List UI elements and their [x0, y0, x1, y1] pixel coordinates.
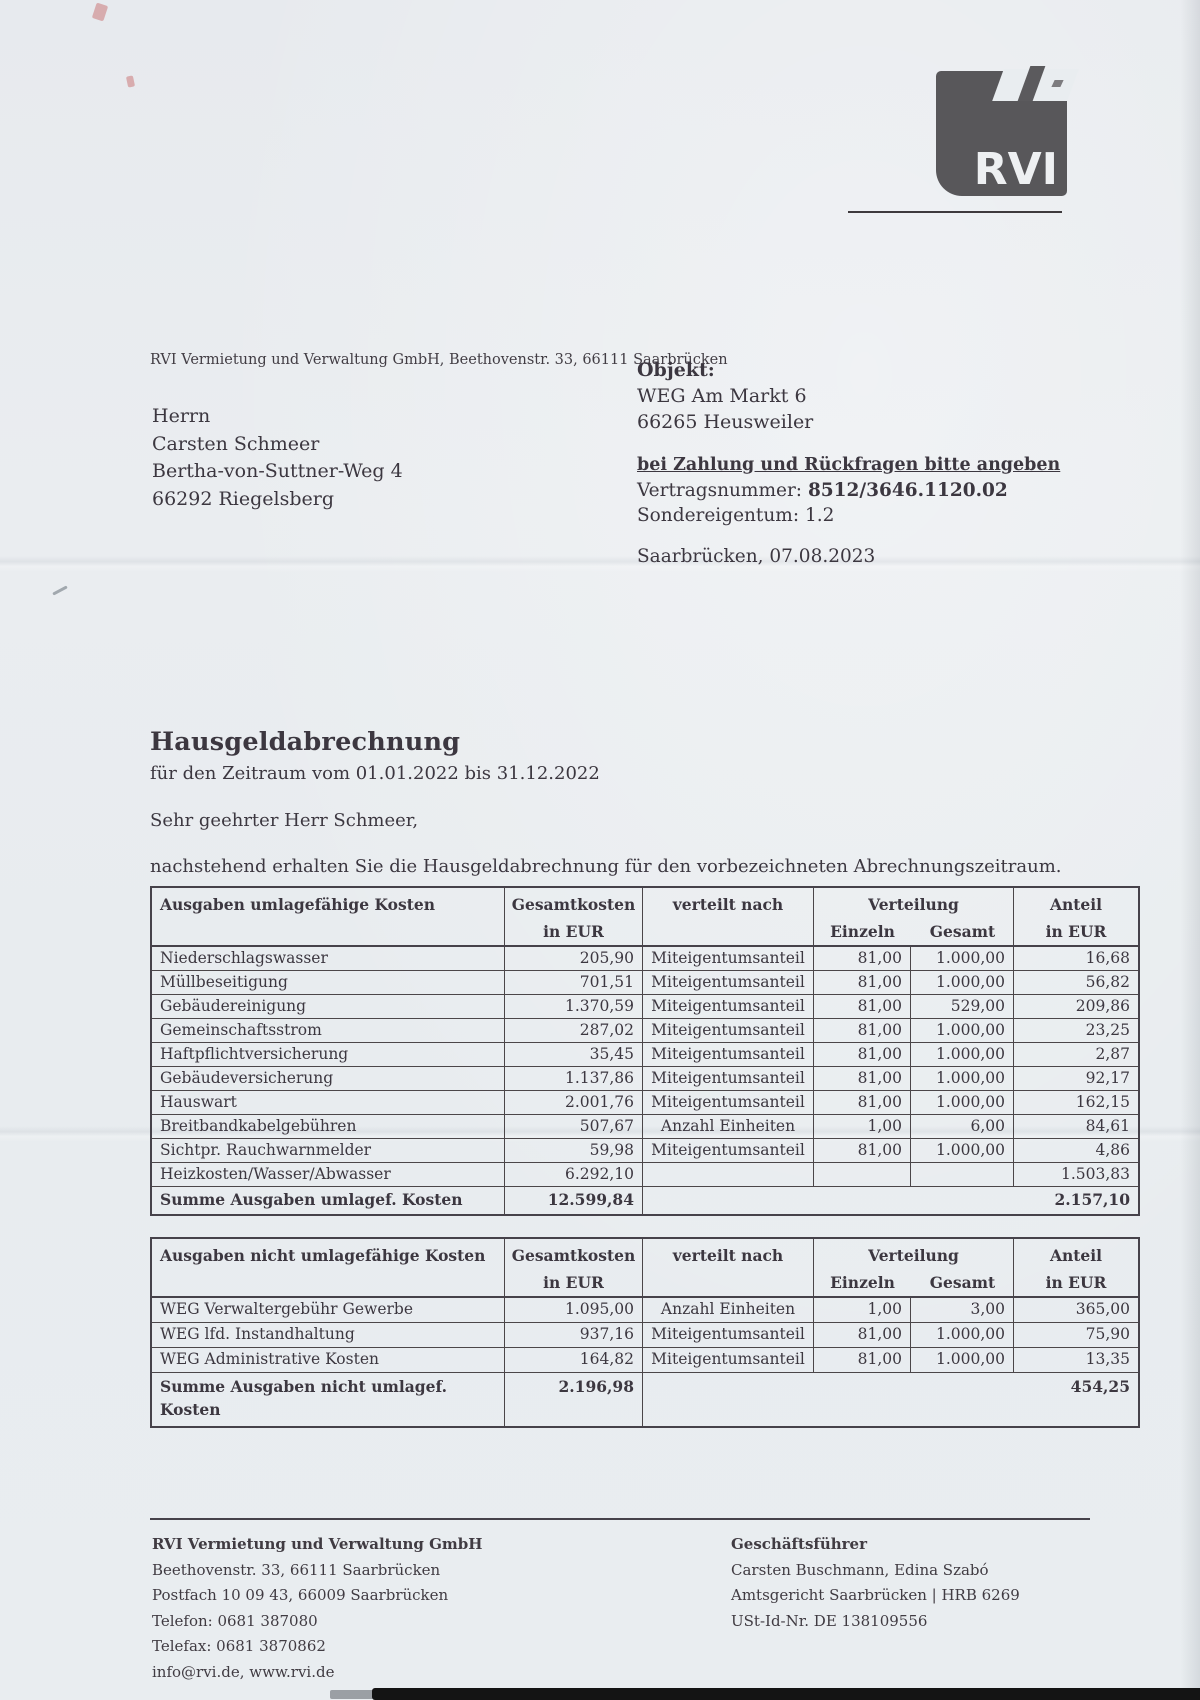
ownership-line: Sondereigentum: 1.2: [637, 503, 1060, 528]
recipient-salutation: Herrn: [152, 405, 211, 427]
place-date-line: Saarbrücken, 07.08.2023: [637, 546, 876, 567]
letterhead-rule: [848, 211, 1062, 213]
table-row: Niederschlagswasser 205,90 Miteigentumsant…: [152, 947, 1138, 971]
red-pen-mark: [91, 2, 109, 22]
header-cost-type: Ausgaben nicht umlagefähige Kosten: [152, 1239, 505, 1296]
header-distribution: Verteilung Einzeln Gesamt: [814, 888, 1014, 945]
document-subtitle: für den Zeitraum vom 01.01.2022 bis 31.1…: [150, 763, 600, 784]
footer-management-block: Geschäftsführer Carsten Buschmann, Edina…: [731, 1532, 1020, 1634]
logo-wordmark: RVI: [973, 144, 1058, 195]
table-row: Gebäudeversicherung 1.137,86 Miteigentumsa…: [152, 1067, 1138, 1091]
scan-edge-stub: [330, 1690, 374, 1699]
object-label: Objekt:: [637, 359, 715, 381]
object-block: Objekt: WEG Am Markt 6 66265 Heusweiler …: [637, 357, 1060, 570]
header-total: Gesamtkosten in EUR: [505, 888, 643, 945]
recipient-street: Bertha-von-Suttner-Weg 4: [152, 460, 403, 482]
table-row: Gemeinschaftsstrom 287,02 Miteigentumsante…: [152, 1019, 1138, 1043]
recipient-city: 66292 Riegelsberg: [152, 487, 334, 510]
sum-row: Summe Ausgaben nicht umlagef. Kosten 2.1…: [152, 1373, 1138, 1426]
header-cost-type: Ausgaben umlagefähige Kosten: [152, 888, 505, 945]
header-single: Einzeln: [830, 1273, 895, 1292]
table-row: WEG Verwaltergebühr Gewerbe 1.095,00 Anzah…: [152, 1298, 1138, 1323]
footer-management-title: Geschäftsführer: [731, 1535, 867, 1553]
scan-edge-bar: [372, 1688, 1200, 1700]
table-row: Hauswart 2.001,76 Miteigentumsanteil 81,00 1…: [152, 1091, 1138, 1115]
ownership-number: 1.2: [804, 505, 835, 526]
header-overall: Gesamt: [929, 922, 996, 941]
table-row: WEG lfd. Instandhaltung 937,16 Miteigentum…: [152, 1323, 1138, 1348]
table-row: WEG Administrative Kosten 164,82 Miteigent…: [152, 1348, 1138, 1373]
header-total: Gesamtkosten in EUR: [505, 1239, 643, 1296]
header-distributed-by: verteilt nach: [643, 1239, 814, 1296]
contract-number: 8512/3646.1120.02: [807, 480, 1008, 501]
contract-label: Vertragsnummer:: [637, 480, 803, 501]
footer-rule: [150, 1518, 1090, 1520]
sender-line: RVI Vermietung und Verwaltung GmbH, Beet…: [150, 352, 728, 368]
footer-management-line: Amtsgericht Saarbrücken | HRB 6269: [731, 1586, 1020, 1604]
footer-company-name: RVI Vermietung und Verwaltung GmbH: [152, 1535, 483, 1553]
recipient-name: Carsten Schmeer: [152, 432, 320, 455]
recipient-address: Herrn Carsten Schmeer Bertha-von-Suttner…: [152, 403, 403, 513]
paper-fold-crease: [0, 556, 1200, 572]
header-single: Einzeln: [830, 922, 895, 941]
rvi-logo: RVI: [936, 66, 1079, 196]
header-share: Anteil in EUR: [1045, 895, 1107, 941]
footer-company-line: Beethovenstr. 33, 66111 Saarbrücken: [152, 1560, 441, 1579]
header-distribution: Verteilung Einzeln Gesamt: [814, 1239, 1014, 1296]
header-overall: Gesamt: [929, 1273, 996, 1292]
paper-edge-shadow: [1178, 0, 1200, 1700]
table-header: Ausgaben umlagefähige Kosten Gesamtkoste…: [152, 888, 1138, 947]
table-row: Müllbeseitigung 701,51 Miteigentumsanteil 8…: [152, 971, 1138, 995]
salutation-line: Sehr geehrter Herr Schmeer,: [150, 810, 419, 831]
footer-company-line: Postfach 10 09 43, 66009 Saarbrücken: [152, 1586, 449, 1604]
table-header: Ausgaben nicht umlagefähige Kosten Gesam…: [152, 1239, 1138, 1298]
table-row: Haftpflichtversicherung 35,45 Miteigentums…: [152, 1043, 1138, 1067]
object-name: WEG Am Markt 6: [637, 385, 807, 407]
contract-number-line: Vertragsnummer: 8512/3646.1120.02: [637, 478, 1060, 503]
table-row: Sichtpr. Rauchwarnmelder 59,98 Miteigentum…: [152, 1139, 1138, 1163]
footer-company-block: RVI Vermietung und Verwaltung GmbH Beeth…: [152, 1532, 482, 1685]
intro-line: nachstehend erhalten Sie die Hausgeldabr…: [150, 856, 1062, 877]
allocable-costs-table: Ausgaben umlagefähige Kosten Gesamtkoste…: [150, 886, 1140, 1216]
scan-smudge: [52, 585, 68, 596]
table-row: Heizkosten/Wasser/Abwasser 6.292,10 1.503,…: [152, 1163, 1138, 1187]
header-share: Anteil in EUR: [1045, 1246, 1107, 1292]
payment-reference-note: bei Zahlung und Rückfragen bitte angeben: [637, 455, 1061, 475]
object-city: 66265 Heusweiler: [637, 411, 814, 433]
footer-company-line: info@rvi.de, www.rvi.de: [152, 1662, 335, 1681]
header-distributed-by: verteilt nach: [643, 888, 814, 945]
table-row: Gebäudereinigung 1.370,59 Miteigentumsante…: [152, 995, 1138, 1019]
table-row: Breitbandkabelgebühren 507,67 Anzahl Einhe…: [152, 1115, 1138, 1139]
non-allocable-costs-table: Ausgaben nicht umlagefähige Kosten Gesam…: [150, 1237, 1140, 1428]
footer-management-line: USt-Id-Nr. DE 138109556: [731, 1611, 928, 1630]
ownership-label: Sondereigentum:: [637, 505, 800, 526]
footer-management-line: Carsten Buschmann, Edina Szabó: [731, 1560, 989, 1579]
document-title: Hausgeldabrechnung: [150, 727, 461, 757]
footer-company-line: Telefax: 0681 3870862: [152, 1637, 326, 1655]
footer-company-line: Telefon: 0681 387080: [152, 1611, 318, 1630]
red-pen-mark: [125, 75, 136, 88]
sum-row: Summe Ausgaben umlagef. Kosten 12.599,84…: [152, 1187, 1138, 1214]
